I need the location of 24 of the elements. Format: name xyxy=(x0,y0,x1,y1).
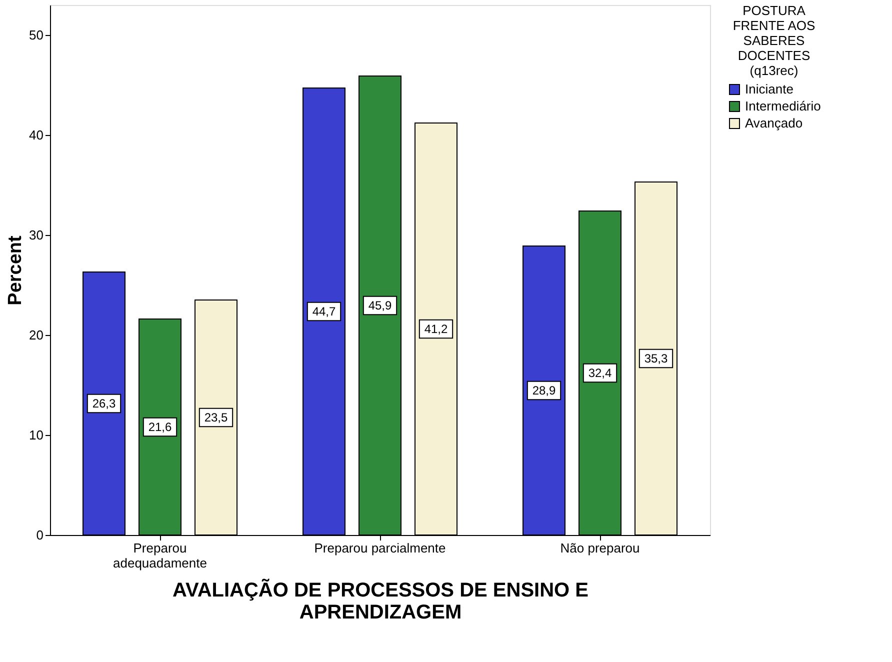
y-tick-label: 50 xyxy=(29,28,44,42)
data-label: 44,7 xyxy=(312,304,336,318)
legend-label: Avançado xyxy=(745,116,803,130)
x-tick-label: Não preparou xyxy=(560,540,640,556)
data-label: 21,6 xyxy=(148,420,172,434)
data-label: 41,2 xyxy=(424,322,448,336)
y-tick-label: 10 xyxy=(29,428,44,442)
y-tick-label: 30 xyxy=(29,228,44,242)
y-tick-label: 20 xyxy=(29,328,44,342)
x-axis-title: AVALIAÇÃO DE PROCESSOS DE ENSINO E APRENDIZAGEM xyxy=(172,578,588,624)
data-label: 23,5 xyxy=(204,410,228,424)
data-label: 32,4 xyxy=(588,366,612,380)
y-tick-label: 0 xyxy=(36,528,44,542)
legend-title: POSTURA FRENTE AOS SABERES DOCENTES (q13rec) xyxy=(732,3,816,78)
legend-label: Intermediário xyxy=(745,98,821,114)
data-label: 26,3 xyxy=(92,396,116,410)
data-label: 35,3 xyxy=(644,352,668,366)
y-tick-label: 40 xyxy=(29,128,44,142)
legend-label: Iniciante xyxy=(745,82,794,96)
data-label: 28,9 xyxy=(532,384,556,398)
x-tick-label: Preparou parcialmente xyxy=(314,540,446,556)
y-axis-title: Percent xyxy=(5,234,26,306)
data-label: 45,9 xyxy=(368,298,392,312)
x-tick-label: Preparou adequadamente xyxy=(113,540,207,570)
